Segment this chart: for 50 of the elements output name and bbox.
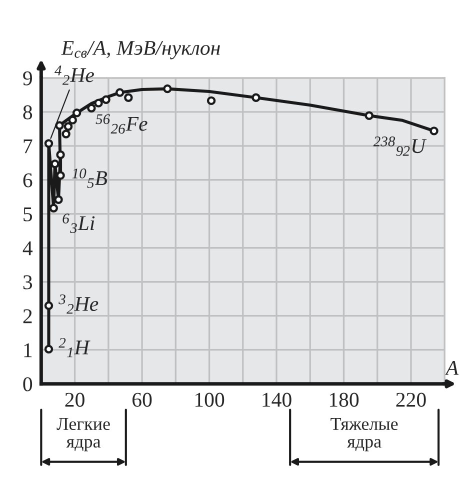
y-tick-label: 9	[23, 71, 32, 86]
text: Тяжелые ядра	[330, 418, 398, 452]
point	[62, 130, 70, 138]
x-tick-label: 20	[65, 392, 84, 407]
point	[430, 126, 438, 136]
annotation: $^{10}$$_{5}$B	[72, 168, 108, 188]
y-tick-label: 3	[23, 275, 32, 290]
point	[72, 108, 82, 118]
x-tick-label: 180	[330, 392, 359, 407]
x-axis-title: A	[444, 361, 459, 375]
point	[206, 96, 216, 106]
y-tick-label: 4	[22, 241, 33, 256]
y-tick-label: 0	[23, 377, 32, 392]
annotation: $^{238}$$_{92}$U	[373, 136, 427, 156]
y-tick-label: 5	[24, 207, 32, 222]
y-tick-label: 6	[23, 173, 32, 188]
point	[68, 116, 77, 124]
point	[252, 93, 260, 102]
annotation: $^{6}$$_{3}$Li	[62, 214, 95, 234]
point	[54, 195, 63, 204]
point	[56, 171, 65, 180]
point	[115, 88, 124, 97]
point	[94, 98, 103, 108]
point	[55, 121, 64, 130]
y-tick-label: 7	[24, 139, 32, 154]
text: Легкие ядра	[56, 418, 110, 452]
point	[44, 301, 54, 310]
x-tick-label: 60	[132, 392, 152, 407]
point	[50, 160, 60, 168]
point	[163, 84, 172, 94]
y-axis-title: E$_{св}$/A, МэВ/нуклон	[61, 41, 220, 60]
point	[44, 344, 54, 354]
point	[49, 204, 58, 212]
point	[56, 150, 65, 160]
point	[364, 111, 374, 120]
point	[87, 104, 96, 113]
x-tick-label: 220	[396, 392, 426, 407]
y-tick-label: 1	[24, 343, 32, 358]
point	[44, 139, 54, 148]
annotation: $^{2}$$_{1}$H	[58, 338, 90, 358]
x-tick-label: 100	[195, 392, 224, 407]
y-tick-label: 8	[23, 105, 32, 120]
point	[102, 95, 110, 104]
x-tick-label: 140	[262, 392, 292, 407]
annotation: $^{56}$$_{26}$Fe	[96, 114, 148, 134]
point	[124, 93, 133, 102]
y-tick-label: 2	[23, 309, 32, 324]
annotation: $^{3}$$_{2}$He	[58, 294, 98, 314]
point	[64, 122, 73, 131]
annotation: $^{4}$$_{2}$He	[54, 66, 94, 85]
